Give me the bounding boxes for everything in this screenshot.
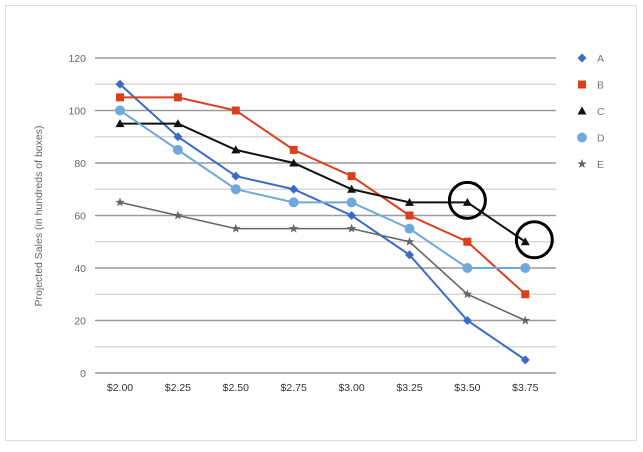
legend-marker-star-icon	[577, 159, 587, 169]
data-point-c	[405, 197, 414, 206]
y-tick-label: 40	[74, 263, 86, 275]
x-tick-label: $3.75	[512, 382, 538, 394]
data-point-d	[462, 263, 473, 273]
legend-label: A	[597, 53, 604, 65]
data-point-b	[289, 145, 298, 154]
series-line-d	[119, 109, 526, 269]
data-point-b	[405, 211, 414, 220]
y-tick-label: 20	[74, 316, 86, 328]
annotation-circle	[514, 220, 554, 260]
data-point-d	[346, 197, 357, 208]
y-tick-label: 80	[74, 158, 86, 170]
data-point-e	[404, 236, 415, 246]
data-point-a	[231, 171, 241, 181]
data-point-b	[521, 290, 530, 299]
series-e	[115, 197, 531, 325]
data-point-c	[173, 119, 183, 128]
data-point-e	[231, 223, 241, 233]
legend-item-a: A	[577, 53, 604, 65]
data-point-b	[347, 172, 356, 181]
x-tick-label: $3.00	[338, 382, 364, 394]
data-point-a	[520, 355, 530, 365]
data-point-e	[520, 315, 531, 325]
data-point-d	[520, 263, 531, 273]
data-point-e	[462, 289, 473, 299]
x-tick-label: $2.50	[223, 382, 249, 394]
legend-marker-triangle-icon	[577, 106, 587, 115]
data-point-a	[462, 316, 472, 325]
legend-label: E	[597, 159, 604, 171]
series-line-c	[120, 122, 526, 243]
data-point-d	[404, 223, 415, 234]
x-tick-label: $2.75	[281, 382, 307, 394]
data-point-b	[231, 106, 240, 115]
data-point-c	[520, 237, 530, 246]
data-point-c	[231, 145, 241, 154]
y-tick-label: 0	[80, 368, 86, 380]
legend-marker-square-icon	[578, 80, 586, 89]
y-tick-label: 120	[68, 53, 86, 65]
legend-item-d: D	[577, 132, 605, 145]
x-tick-label: $2.00	[107, 382, 133, 394]
data-point-a	[115, 79, 125, 89]
data-point-d	[115, 105, 125, 116]
legend-label: B	[597, 80, 604, 92]
chart-frame	[5, 5, 637, 441]
data-point-a	[289, 184, 299, 194]
series-b	[116, 93, 530, 299]
legend-item-b: B	[578, 80, 604, 92]
data-point-d	[230, 184, 241, 195]
data-point-e	[115, 197, 125, 207]
legend-item-c: C	[577, 106, 605, 118]
data-point-b	[116, 93, 124, 102]
series-line-b	[120, 96, 526, 295]
data-point-b	[173, 93, 182, 102]
data-point-c	[115, 119, 125, 128]
data-point-c	[347, 184, 357, 193]
y-tick-label: 60	[74, 211, 86, 223]
data-point-e	[288, 223, 299, 233]
series-line-e	[119, 201, 526, 322]
y-tick-label: 100	[68, 106, 86, 118]
data-point-b	[463, 237, 472, 246]
x-tick-label: $3.25	[396, 382, 422, 394]
series-c	[115, 119, 530, 246]
legend-label: D	[597, 133, 605, 145]
data-point-d	[172, 144, 183, 155]
legend-label: C	[597, 106, 605, 118]
legend-item-e: E	[577, 159, 604, 171]
x-tick-label: $3.50	[454, 382, 480, 394]
data-point-c	[289, 158, 299, 167]
legend-marker-diamond-icon	[577, 53, 587, 63]
legend-marker-circle-icon	[577, 132, 587, 143]
data-point-c	[462, 197, 472, 206]
annotation-circle	[447, 180, 487, 220]
y-axis-label: Projected Sales (in hundreds of boxes)	[33, 126, 45, 307]
data-point-e	[346, 223, 357, 233]
data-point-e	[173, 210, 183, 220]
x-tick-label: $2.25	[165, 382, 191, 394]
data-point-a	[347, 211, 357, 220]
series-d	[115, 105, 531, 273]
data-point-a	[405, 250, 414, 260]
data-point-d	[288, 197, 299, 208]
data-point-a	[173, 132, 183, 142]
